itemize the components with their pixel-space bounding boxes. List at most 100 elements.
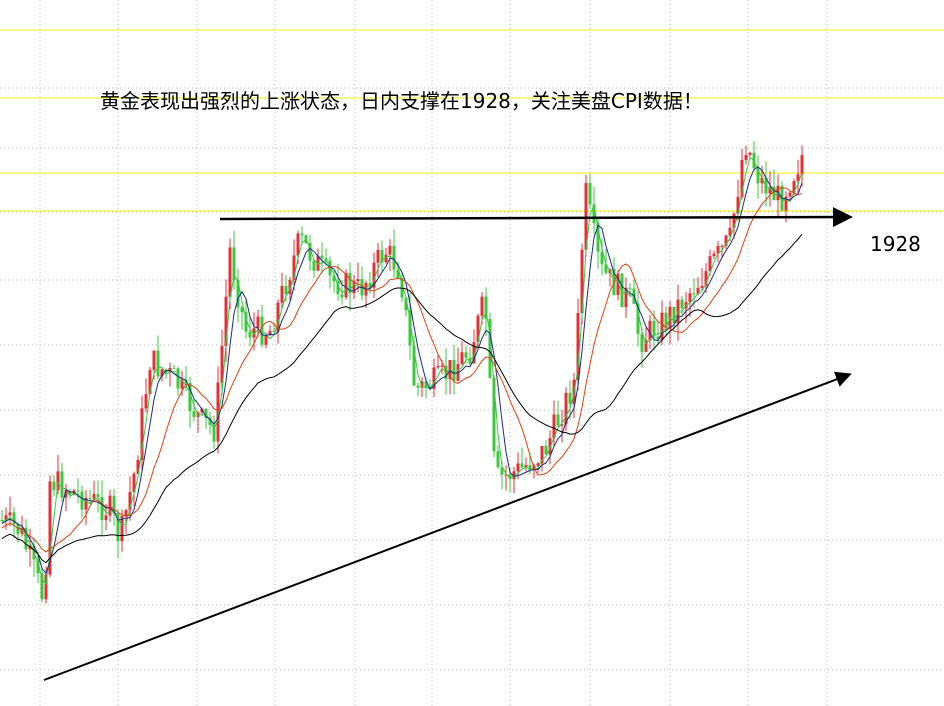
candle-body bbox=[60, 471, 64, 498]
candle-body bbox=[288, 279, 292, 295]
candle-body bbox=[556, 414, 560, 426]
candle-body bbox=[716, 246, 720, 254]
candle-body bbox=[412, 345, 416, 386]
candle-body bbox=[620, 273, 624, 307]
candle-body bbox=[772, 186, 776, 201]
candle-body bbox=[644, 340, 648, 352]
candle-body bbox=[712, 253, 716, 257]
candle-body bbox=[792, 180, 796, 193]
candle-body bbox=[748, 152, 752, 155]
candle-body bbox=[800, 155, 804, 175]
moving-average bbox=[1, 166, 803, 575]
candle-body bbox=[296, 233, 300, 256]
candle-body bbox=[588, 183, 592, 205]
candle-body bbox=[528, 465, 532, 471]
candle-body bbox=[336, 281, 340, 295]
candle-body bbox=[648, 320, 652, 341]
candle-body bbox=[36, 559, 40, 574]
candle-body bbox=[312, 260, 316, 271]
candle-body bbox=[432, 367, 436, 389]
candle-body bbox=[292, 255, 296, 280]
candle-body bbox=[192, 411, 196, 417]
candle-body bbox=[408, 310, 412, 346]
candle-body bbox=[108, 495, 112, 516]
candle-body bbox=[4, 515, 8, 521]
candle-body bbox=[460, 352, 464, 365]
candle-body bbox=[76, 490, 80, 492]
candle-body bbox=[148, 369, 152, 395]
candle-body bbox=[492, 377, 496, 452]
trend-arrow bbox=[43, 371, 852, 681]
candle-body bbox=[356, 279, 360, 282]
level-label: 1928 bbox=[870, 232, 921, 256]
candle-body bbox=[580, 249, 584, 314]
candle-body bbox=[48, 481, 52, 575]
moving-averages bbox=[1, 156, 803, 586]
candle-body bbox=[220, 345, 224, 383]
candle-body bbox=[96, 494, 100, 498]
candle-body bbox=[396, 269, 400, 279]
candle-body bbox=[216, 382, 220, 442]
candle-body bbox=[672, 306, 676, 324]
candle-body bbox=[40, 573, 44, 600]
candle-body bbox=[244, 312, 248, 332]
candle-body bbox=[452, 360, 456, 381]
candle-body bbox=[468, 357, 472, 364]
candle-body bbox=[152, 350, 156, 370]
candle-body bbox=[664, 312, 668, 328]
candle-body bbox=[704, 271, 708, 286]
candle-body bbox=[548, 438, 552, 455]
candle-body bbox=[280, 285, 284, 303]
candle-body bbox=[124, 510, 128, 516]
candle-body bbox=[504, 474, 508, 476]
candle-body bbox=[736, 196, 740, 214]
candle-body bbox=[636, 303, 640, 334]
candle-body bbox=[744, 154, 748, 161]
candle-body bbox=[724, 235, 728, 246]
candle-body bbox=[28, 545, 32, 550]
moving-average bbox=[1, 156, 803, 586]
candle-body bbox=[300, 233, 304, 236]
candle-body bbox=[544, 445, 548, 455]
candle-body bbox=[560, 424, 564, 426]
candle-body bbox=[796, 174, 800, 181]
candle-body bbox=[488, 318, 492, 378]
candle-body bbox=[516, 463, 520, 472]
candle-body bbox=[208, 418, 212, 425]
candle-body bbox=[496, 451, 500, 468]
candle-body bbox=[688, 293, 692, 303]
candle-body bbox=[136, 459, 140, 474]
candle-body bbox=[248, 331, 252, 338]
candle-body bbox=[156, 350, 160, 377]
candle-body bbox=[104, 515, 108, 521]
candle-body bbox=[600, 251, 604, 265]
candle-body bbox=[176, 368, 180, 389]
candle-body bbox=[284, 285, 288, 295]
moving-average bbox=[1, 233, 803, 564]
candle-body bbox=[536, 463, 540, 466]
candle-body bbox=[44, 574, 48, 600]
candle-body bbox=[180, 379, 184, 389]
candle-body bbox=[552, 414, 556, 439]
candle-body bbox=[424, 381, 428, 388]
annotation-title: 黄金表现出强烈的上涨状态，日内支撑在1928，关注美盘CPI数据！ bbox=[100, 89, 703, 113]
candle-body bbox=[84, 497, 88, 510]
candle-body bbox=[376, 249, 380, 263]
candle-body bbox=[500, 467, 504, 475]
candle-body bbox=[80, 491, 84, 510]
candle-body bbox=[440, 365, 444, 367]
candle-body bbox=[584, 183, 588, 250]
candle-body bbox=[68, 491, 72, 495]
candle-body bbox=[372, 262, 376, 288]
arrows bbox=[43, 207, 853, 681]
candle-body bbox=[348, 272, 352, 294]
candle-body bbox=[708, 256, 712, 272]
candle-body bbox=[404, 297, 408, 311]
candle-body bbox=[520, 463, 524, 468]
candle-body bbox=[524, 465, 528, 468]
candle-body bbox=[116, 513, 120, 542]
candle-body bbox=[240, 307, 244, 313]
candle-body bbox=[728, 227, 732, 236]
candle-body bbox=[464, 352, 468, 358]
